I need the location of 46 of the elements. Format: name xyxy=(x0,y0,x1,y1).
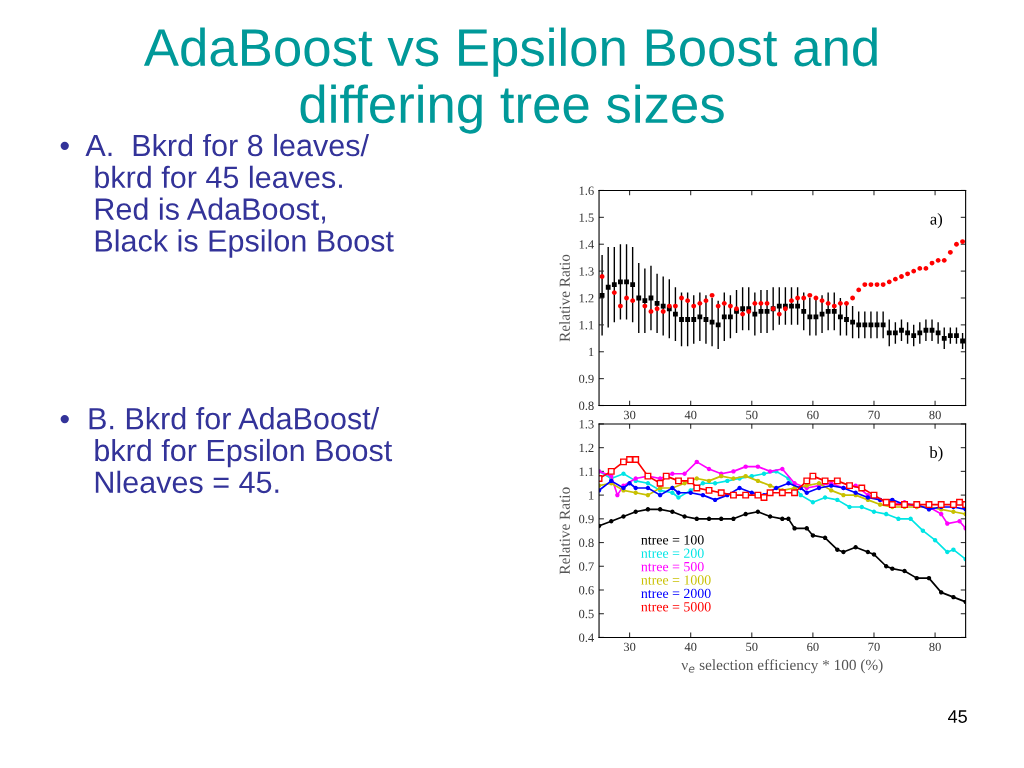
x-tick-label: 70 xyxy=(868,642,880,652)
y-axis-title: Relative Ratio xyxy=(559,487,570,575)
x-tick-label: 80 xyxy=(929,410,941,420)
x-tick-label: 80 xyxy=(929,642,941,652)
y-tick-label: 0.7 xyxy=(579,562,594,571)
text: AdaBoost vs Epsilon Boost and differing tree sizes xyxy=(143,27,877,134)
y-tick-label: 1.3 xyxy=(579,420,594,429)
x-tick-label: 60 xyxy=(807,410,819,420)
text: ntree = 500 xyxy=(641,561,704,572)
y-tick-label: 0.6 xyxy=(579,586,594,595)
y-tick-label: 1.1 xyxy=(579,320,594,330)
y-tick-label: 1.3 xyxy=(579,267,594,276)
y-tick-label: 1.6 xyxy=(579,186,594,195)
x-tick-label: 70 xyxy=(868,410,880,420)
y-tick-label: 0.5 xyxy=(579,609,594,619)
y-tick-label: 1.4 xyxy=(579,240,594,249)
y-tick-label: 1.2 xyxy=(579,443,594,453)
text: 45 xyxy=(948,710,967,723)
text: ntree = 200 xyxy=(641,548,704,558)
y-tick-label: 1.2 xyxy=(579,294,594,303)
y-tick-label: 0.9 xyxy=(579,514,594,524)
x-tick-label: 60 xyxy=(807,642,819,652)
x-tick-label: 50 xyxy=(746,410,758,420)
y-tick-label: 1 xyxy=(589,491,594,500)
y-tick-label: 0.9 xyxy=(579,374,594,384)
y-tick-label: 0.8 xyxy=(579,401,594,411)
y-tick-label: 1.1 xyxy=(579,467,594,476)
x-tick-label: 40 xyxy=(684,410,697,420)
text: • B. Bkrd for AdaBoost/ bkrd for Epsilon Boost Nleaves = 45. xyxy=(60,407,393,494)
x-axis-title: ν$_{e}$ selection efficiency * 100 (%) xyxy=(681,659,883,674)
x-tick-label: 30 xyxy=(623,642,636,652)
y-tick-label: 1 xyxy=(589,347,594,357)
x-tick-label: 50 xyxy=(746,642,758,652)
x-tick-label: 30 xyxy=(623,410,636,420)
annotation: a) xyxy=(930,213,943,229)
y-tick-label: 0.4 xyxy=(579,633,594,642)
text: ntree = 1000 xyxy=(641,575,711,585)
series-label: ntree = 100 xyxy=(641,535,704,545)
annotation: b) xyxy=(929,446,943,462)
y-tick-label: 1.5 xyxy=(579,213,594,222)
text: ntree = 2000 xyxy=(641,588,711,599)
y-tick-label: 0.8 xyxy=(579,538,594,548)
text: ntree = 5000 xyxy=(641,602,711,612)
y-axis-title: Relative Ratio xyxy=(559,254,570,342)
text: • A. Bkrd for 8 leaves/ bkrd for 45 leaves. Red is AdaBoost, Black is Epsilon Boost xyxy=(60,133,394,258)
x-tick-label: 40 xyxy=(684,642,697,652)
